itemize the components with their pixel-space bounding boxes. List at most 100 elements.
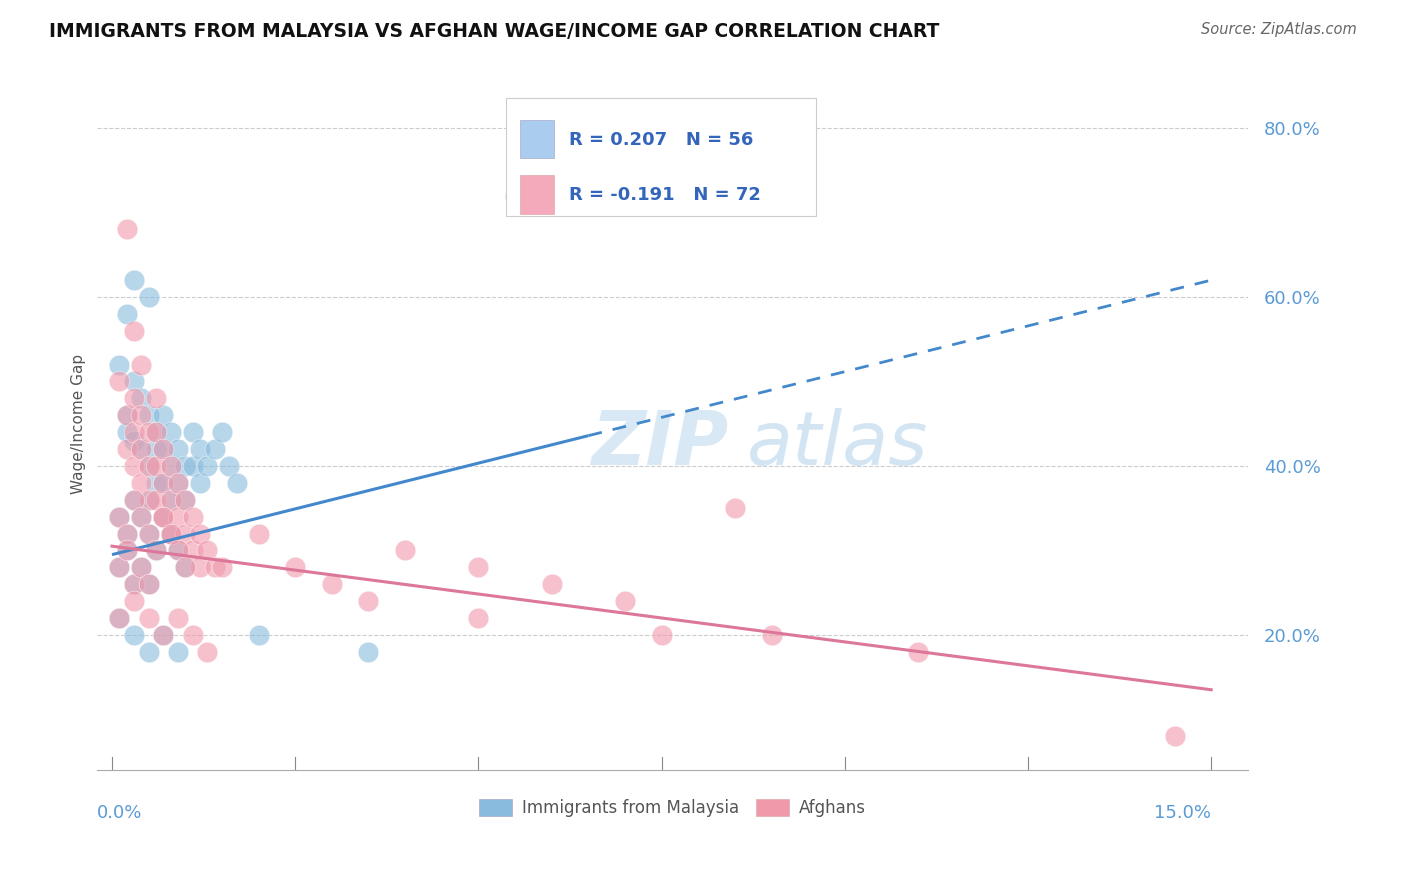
Point [159, 526, 181, 541]
Point [1163, 729, 1185, 743]
Point [122, 434, 145, 448]
Point [145, 492, 167, 507]
Point [247, 526, 270, 541]
Point [122, 425, 145, 439]
Point [152, 509, 174, 524]
Point [357, 645, 380, 659]
Point [211, 560, 233, 574]
Legend: Immigrants from Malaysia, Afghans: Immigrants from Malaysia, Afghans [472, 792, 873, 824]
Point [181, 543, 204, 558]
Point [131, 560, 153, 574]
Point [181, 628, 204, 642]
Point [131, 442, 153, 456]
Point [167, 611, 190, 625]
Point [145, 458, 167, 473]
Point [138, 492, 160, 507]
Text: R = -0.191   N = 72: R = -0.191 N = 72 [569, 186, 761, 204]
Point [138, 409, 160, 423]
Point [174, 560, 197, 574]
Text: Source: ZipAtlas.com: Source: ZipAtlas.com [1201, 22, 1357, 37]
Point [188, 442, 211, 456]
Point [195, 458, 218, 473]
Point [122, 577, 145, 591]
Point [152, 409, 174, 423]
Point [394, 543, 416, 558]
Point [167, 543, 190, 558]
Text: ZIP: ZIP [592, 408, 730, 481]
Point [108, 509, 131, 524]
Point [115, 222, 138, 236]
Point [181, 425, 204, 439]
Point [174, 492, 197, 507]
Point [138, 458, 160, 473]
Point [284, 560, 307, 574]
Point [145, 425, 167, 439]
Point [167, 645, 190, 659]
Point [204, 560, 226, 574]
Point [131, 442, 153, 456]
Point [108, 358, 131, 372]
Point [122, 492, 145, 507]
Point [145, 543, 167, 558]
Point [225, 475, 247, 490]
Point [159, 492, 181, 507]
Point [108, 509, 131, 524]
Point [188, 560, 211, 574]
Point [167, 509, 190, 524]
Text: R = 0.207   N = 56: R = 0.207 N = 56 [569, 131, 754, 149]
Y-axis label: Wage/Income Gap: Wage/Income Gap [72, 353, 86, 494]
Point [115, 409, 138, 423]
Point [152, 628, 174, 642]
Point [138, 425, 160, 439]
Text: IMMIGRANTS FROM MALAYSIA VS AFGHAN WAGE/INCOME GAP CORRELATION CHART: IMMIGRANTS FROM MALAYSIA VS AFGHAN WAGE/… [49, 22, 939, 41]
Point [108, 611, 131, 625]
Point [131, 392, 153, 406]
Point [138, 577, 160, 591]
Point [614, 594, 637, 608]
FancyBboxPatch shape [506, 98, 817, 216]
Point [138, 611, 160, 625]
Point [159, 526, 181, 541]
Point [108, 560, 131, 574]
Point [145, 475, 167, 490]
Point [138, 492, 160, 507]
Point [115, 409, 138, 423]
Point [181, 458, 204, 473]
Point [159, 425, 181, 439]
Point [152, 442, 174, 456]
Point [152, 509, 174, 524]
Point [131, 509, 153, 524]
Point [195, 645, 218, 659]
Point [145, 442, 167, 456]
Point [115, 543, 138, 558]
Point [152, 475, 174, 490]
Point [115, 526, 138, 541]
Point [131, 509, 153, 524]
Point [467, 611, 489, 625]
Point [159, 526, 181, 541]
Point [152, 628, 174, 642]
Point [138, 458, 160, 473]
Point [108, 611, 131, 625]
Point [131, 560, 153, 574]
Point [174, 560, 197, 574]
Point [174, 492, 197, 507]
Point [122, 392, 145, 406]
Point [138, 645, 160, 659]
Point [503, 188, 526, 202]
Point [131, 409, 153, 423]
Point [131, 475, 153, 490]
Point [115, 526, 138, 541]
Point [174, 458, 197, 473]
Point [115, 425, 138, 439]
Point [131, 358, 153, 372]
Point [467, 560, 489, 574]
Point [122, 324, 145, 338]
Text: 0.0%: 0.0% [97, 804, 143, 822]
Point [188, 475, 211, 490]
Point [145, 392, 167, 406]
Point [145, 425, 167, 439]
Point [122, 628, 145, 642]
Point [115, 442, 138, 456]
Point [159, 458, 181, 473]
